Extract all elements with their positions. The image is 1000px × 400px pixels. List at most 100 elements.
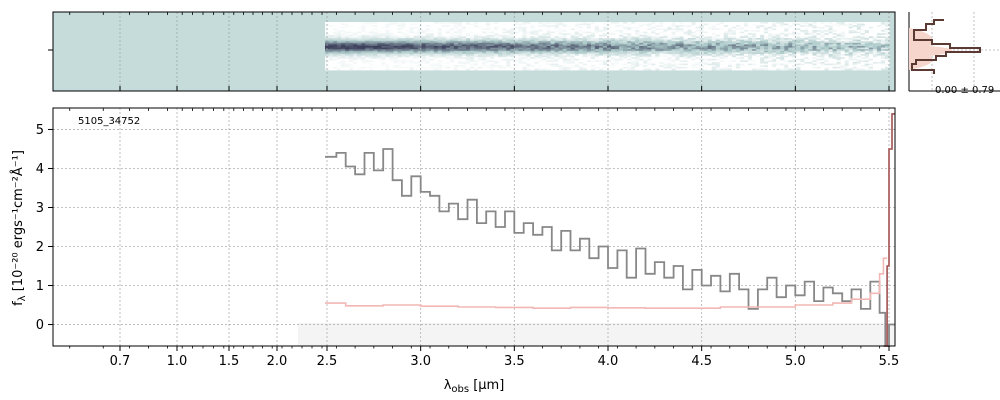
spectrum-2d-pixel	[796, 66, 801, 69]
spectrum-2d-pixel	[361, 57, 366, 60]
spectrum-2d-pixel	[715, 25, 721, 28]
spectrum-2d-pixel	[647, 66, 652, 69]
spectrum-2d-pixel	[739, 30, 745, 32]
spectrum-2d-pixel	[703, 34, 709, 37]
spectrum-2d-pixel	[361, 42, 366, 45]
spectrum-2d-pixel	[663, 62, 668, 64]
spectrum-2d-pixel	[816, 60, 822, 63]
spectrum-2d-pixel	[772, 52, 777, 55]
spectrum-2d-pixel	[804, 63, 809, 66]
spectrum-2d-pixel	[691, 57, 697, 60]
spectrum-2d-pixel	[482, 46, 487, 48]
spectrum-2d-pixel	[832, 62, 838, 64]
spectrum-2d-pixel	[804, 52, 809, 55]
spectrum-2d-pixel	[506, 54, 511, 56]
spectrum-2d-pixel	[538, 46, 544, 48]
spectrum-2d-pixel	[651, 28, 656, 31]
spectrum-2d-pixel	[365, 49, 370, 52]
spectrum-2d-pixel	[651, 54, 656, 56]
spectrum-2d-pixel	[619, 28, 624, 31]
spectrum-2d-pixel	[703, 47, 709, 50]
spectrum-2d-pixel	[421, 66, 427, 69]
spectrum-2d-pixel	[510, 31, 515, 34]
spectrum-2d-pixel	[820, 38, 826, 40]
spectrum-2d-pixel	[586, 26, 592, 29]
spectrum-2d-pixel	[760, 26, 765, 29]
spectrum-2d-pixel	[699, 65, 705, 68]
spectrum-2d-pixel	[715, 54, 721, 56]
spectrum-2d-pixel	[780, 54, 785, 56]
x-tick-label: 4.0	[598, 354, 619, 369]
spectrum-2d-pixel	[836, 25, 842, 28]
spectrum-2d-pixel	[377, 65, 382, 68]
spectrum-2d-pixel	[691, 33, 697, 36]
spectrum-2d-pixel	[707, 49, 713, 52]
spectrum-2d-pixel	[659, 39, 664, 42]
spectrum-2d-pixel	[457, 25, 463, 28]
spectrum-2d-pixel	[369, 63, 374, 66]
spectrum-2d-pixel	[534, 65, 540, 68]
spectrum-2d-pixel	[828, 47, 834, 50]
spectrum-2d-pixel	[731, 54, 737, 56]
spectrum-2d-pixel	[486, 23, 491, 26]
spectrum-2d-pixel	[393, 49, 399, 52]
spectrum-2d-pixel	[832, 52, 838, 55]
spectrum-2d-pixel	[731, 47, 737, 50]
spectrum-2d-pixel	[546, 57, 552, 60]
spectrum-2d-pixel	[377, 68, 382, 71]
spectrum-2d-pixel	[744, 49, 749, 52]
spectrum-2d-pixel	[852, 30, 858, 32]
spectrum-2d-pixel	[417, 22, 423, 24]
spectrum-2d-pixel	[760, 55, 765, 58]
spectrum-2d-pixel	[760, 31, 765, 34]
spectrum-2d-pixel	[603, 65, 608, 68]
spectrum-2d-pixel	[683, 26, 689, 29]
spectrum-2d-pixel	[522, 41, 527, 44]
spectrum-2d-pixel	[804, 26, 809, 29]
spectrum-2d-pixel	[570, 54, 576, 56]
spectrum-2d-pixel	[586, 25, 592, 28]
spectrum-2d-pixel	[647, 33, 652, 36]
spectrum-2d-pixel	[437, 36, 443, 39]
spectrum-2d-pixel	[812, 26, 818, 29]
spectrum-2d-pixel	[699, 34, 705, 37]
spectrum-2d-pixel	[526, 33, 531, 36]
spectrum-2d-pixel	[776, 49, 781, 52]
spectrum-2d-pixel	[679, 23, 685, 26]
spectrum-2d-pixel	[800, 55, 805, 58]
x-tick-label: 0.7	[110, 354, 131, 369]
spectrum-2d-pixel	[756, 50, 761, 53]
spectrum-2d-pixel	[651, 41, 656, 44]
spectrum-2d-pixel	[478, 22, 483, 24]
spectrum-2d-pixel	[325, 25, 330, 28]
spectrum-2d-pixel	[691, 41, 697, 44]
spectrum-2d-pixel	[453, 63, 459, 66]
spectrum-2d-pixel	[369, 31, 374, 34]
spectrum-2d-pixel	[635, 38, 640, 40]
spectrum-2d-pixel	[748, 65, 753, 68]
spectrum-2d-pixel	[607, 28, 612, 31]
spectrum-2d-pixel	[530, 28, 536, 31]
spectrum-2d-pixel	[832, 58, 838, 61]
spectrum-2d-pixel	[647, 22, 652, 24]
spectrum-2d-pixel	[820, 66, 826, 69]
spectrum-2d-pixel	[864, 62, 870, 64]
spectrum-2d-pixel	[840, 38, 846, 40]
spectrum-2d-pixel	[784, 58, 789, 61]
spectrum-2d-pixel	[361, 44, 366, 47]
spectrum-2d-pixel	[441, 63, 447, 66]
spectrum-2d-pixel	[804, 49, 809, 52]
spectrum-2d-pixel	[776, 58, 781, 61]
spectrum-2d-pixel	[466, 55, 471, 58]
spectrum-2d-pixel	[603, 54, 608, 56]
spectrum-2d-pixel	[768, 50, 773, 53]
spectrum-2d-pixel	[828, 26, 834, 29]
spectrum-2d-pixel	[735, 68, 741, 71]
spectrum-2d-pixel	[667, 36, 672, 39]
spectrum-2d-pixel	[445, 34, 451, 37]
spectrum-2d-pixel	[441, 23, 447, 26]
spectrum-2d-pixel	[397, 34, 403, 37]
spectrum-2d-pixel	[490, 23, 495, 26]
spectrum-2d-pixel	[619, 31, 624, 34]
spectrum-2d-pixel	[772, 22, 777, 24]
